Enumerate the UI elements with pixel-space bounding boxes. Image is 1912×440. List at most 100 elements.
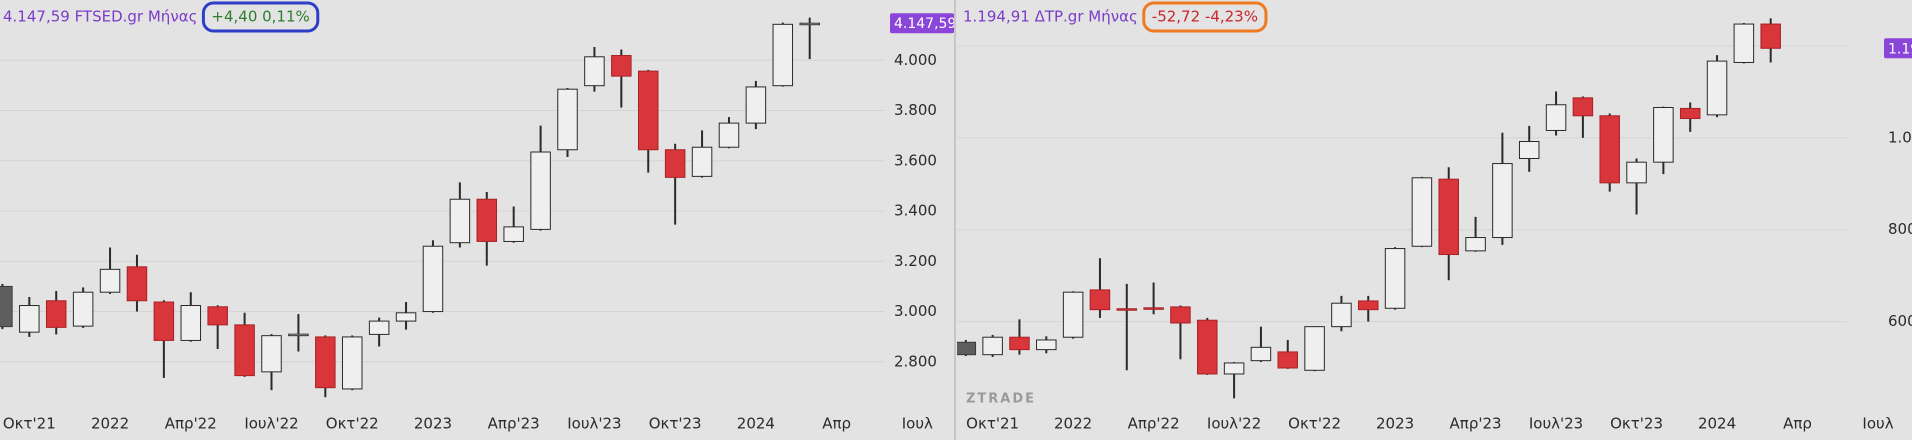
x-tick-label: Ιουλ'23 — [1529, 415, 1583, 433]
candle-body — [234, 324, 255, 377]
x-tick-label: Οκτ'22 — [326, 415, 379, 433]
x-tick-label: Οκτ'23 — [649, 415, 702, 433]
candle-body — [180, 305, 202, 341]
candle-body — [584, 56, 605, 87]
candle-body — [1760, 23, 1781, 49]
watermark: ZTRADE — [966, 392, 1036, 407]
x-tick-label: Απρ'22 — [165, 415, 217, 433]
y-tick-label: 800 — [1888, 220, 1912, 238]
x-tick-label: Οκτ'21 — [966, 415, 1019, 433]
candle-body — [1062, 291, 1084, 338]
candle-body — [0, 285, 13, 328]
x-tick-label: Ιουλ — [1862, 415, 1893, 433]
candle-body — [476, 198, 498, 242]
candle-body — [637, 70, 659, 151]
candle-body — [799, 22, 820, 26]
x-tick-label: Οκτ'22 — [1288, 415, 1341, 433]
candle-body — [99, 268, 121, 293]
price-tag — [890, 13, 954, 34]
candle-body — [1250, 346, 1272, 362]
y-tick-label: 4.000 — [894, 51, 937, 69]
candle-body — [1036, 339, 1057, 351]
y-tick-label: 3.800 — [894, 101, 937, 119]
x-tick-label: Απρ'22 — [1128, 415, 1180, 433]
candle-body — [1572, 97, 1594, 117]
candle-body — [341, 336, 363, 390]
x-tick-label: Απρ'23 — [488, 415, 540, 433]
candle-body — [449, 198, 471, 244]
chart-title: 4.147,59 FTSED.gr Μήνας — [3, 8, 197, 26]
candle-body — [1089, 289, 1111, 311]
candle-body — [957, 341, 977, 356]
candle-body — [1170, 306, 1191, 324]
y-tick-label: 3.400 — [894, 202, 937, 220]
x-tick-label: 2023 — [414, 415, 452, 433]
candle-body — [1438, 178, 1459, 256]
candle-body — [261, 335, 282, 373]
x-tick-label: Οκτ'23 — [1610, 415, 1663, 433]
chart-panel: 6008001.0001.200Οκτ'212022Απρ'22Ιουλ'22Ο… — [957, 1, 1912, 433]
candle-body — [368, 320, 390, 335]
x-tick-label: Ιουλ'22 — [1207, 415, 1261, 433]
candle-body — [1116, 308, 1138, 311]
candle-body — [1545, 104, 1567, 131]
y-tick-label: 1.000 — [1888, 128, 1912, 146]
x-tick-label: Ιουλ'23 — [567, 415, 621, 433]
candle-body — [1358, 300, 1379, 311]
candle-body — [1733, 23, 1755, 63]
y-tick-label: 3.200 — [894, 252, 937, 270]
x-tick-label: Απρ — [822, 415, 851, 433]
candle-body — [153, 301, 175, 341]
candle-body — [691, 146, 713, 177]
candle-body — [1599, 115, 1620, 184]
candle-body — [772, 23, 794, 87]
candle-body — [288, 333, 309, 337]
x-tick-label: 2024 — [1698, 415, 1736, 433]
candle-body — [1653, 107, 1674, 163]
candle-body — [1411, 177, 1433, 247]
candle-body — [1384, 248, 1406, 309]
candle-body — [395, 312, 417, 322]
candle-body — [1304, 326, 1325, 371]
candle-body — [611, 55, 632, 77]
candle-body — [503, 226, 524, 242]
candle-body — [1706, 60, 1728, 116]
candle-body — [1009, 336, 1030, 351]
y-tick-label: 3.600 — [894, 151, 937, 169]
candle-body — [1143, 307, 1164, 310]
x-tick-label: 2024 — [737, 415, 775, 433]
candle-body — [207, 306, 228, 326]
candle-body — [1626, 161, 1647, 184]
candle-body — [664, 149, 686, 178]
candle-body — [315, 336, 336, 389]
x-tick-label: Οκτ'21 — [3, 415, 56, 433]
candle-body — [718, 122, 740, 148]
x-tick-label: 2022 — [91, 415, 129, 433]
candle-body — [19, 305, 40, 333]
chart-panel: 2.800 3.000 3.200 3.400 3.600 3.800 4.000 Οκτ'2… — [0, 1, 956, 433]
candle-body — [1518, 141, 1540, 160]
change-badge — [1142, 1, 1268, 33]
x-tick-label: Ιουλ'22 — [244, 415, 298, 433]
candle-body — [45, 300, 67, 328]
y-tick-label: 2.800 — [894, 352, 937, 370]
x-tick-label: 2022 — [1054, 415, 1092, 433]
candle-body — [530, 151, 551, 230]
y-tick-label: 600 — [1888, 312, 1912, 330]
candle-body — [1679, 107, 1701, 120]
price-tag-label: 4.147,59 — [894, 16, 956, 32]
price-tag — [1884, 38, 1912, 59]
x-tick-label: Απρ — [1783, 415, 1812, 433]
change-label: -52,72 -4,23% — [1152, 8, 1258, 26]
candle-body — [1492, 163, 1513, 239]
x-tick-label: Ιουλ — [902, 415, 933, 433]
change-badge — [201, 1, 320, 33]
candle-body — [557, 88, 578, 151]
chart-title: 1.194,91 ΔΤΡ.gr Μήνας — [963, 8, 1138, 26]
candle-body — [422, 245, 444, 313]
x-tick-label: 2023 — [1376, 415, 1414, 433]
candle-body — [72, 291, 94, 327]
candle-body — [745, 86, 767, 124]
